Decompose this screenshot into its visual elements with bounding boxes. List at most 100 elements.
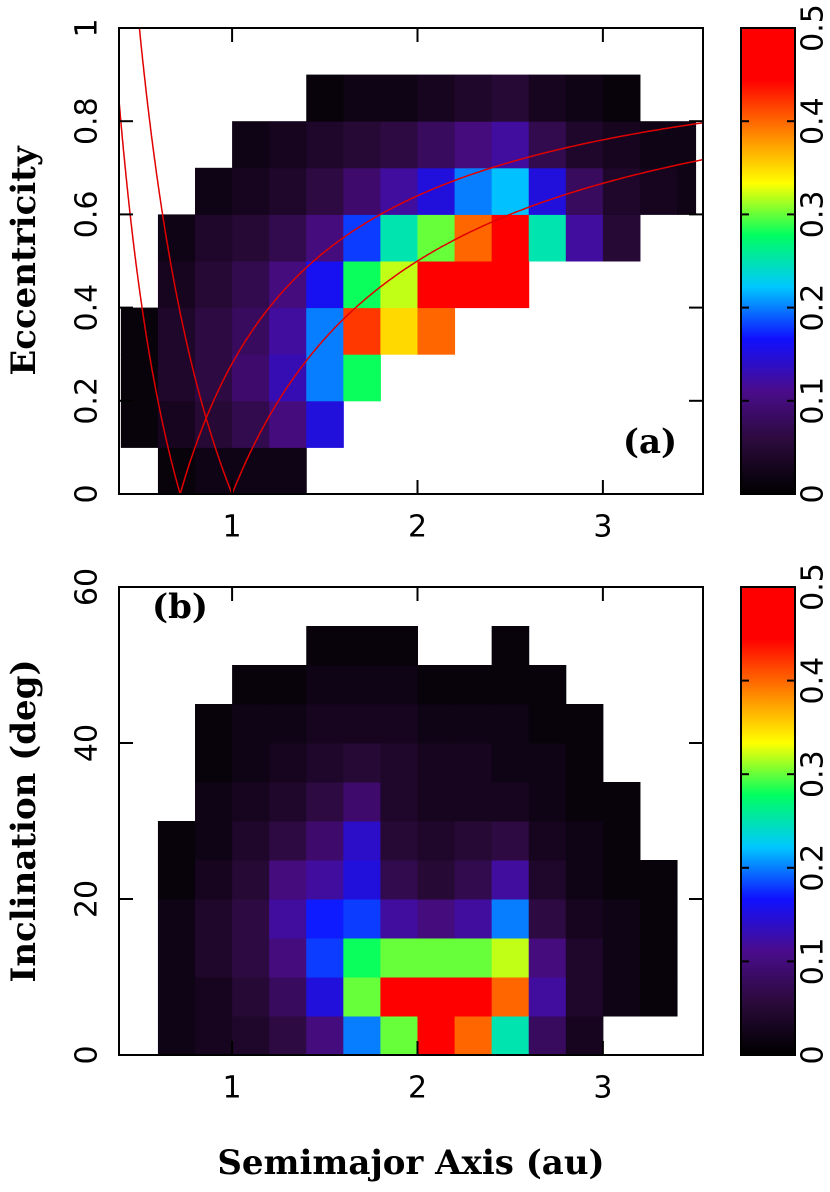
colorbar xyxy=(740,27,796,495)
y-tick-label: 0 xyxy=(70,1045,105,1064)
heatmap xyxy=(157,626,678,1055)
heatmap-cell xyxy=(157,821,196,861)
heatmap-cell xyxy=(343,938,381,978)
heatmap-cell xyxy=(380,307,418,355)
heatmap-cell xyxy=(380,977,418,1017)
orbit-curve xyxy=(179,122,703,494)
plot-frame xyxy=(118,27,704,495)
heatmap-cell xyxy=(454,167,493,215)
heatmap-cell xyxy=(195,860,233,900)
heatmap-cell xyxy=(602,977,641,1017)
heatmap-cell xyxy=(565,743,604,783)
heatmap-cell xyxy=(343,665,381,705)
y-tick-label: 60 xyxy=(70,568,105,606)
heatmap-cell xyxy=(195,704,233,744)
heatmap-cell xyxy=(380,74,418,122)
heatmap-cell xyxy=(232,782,270,822)
heatmap-cell xyxy=(602,860,641,900)
heatmap-cell xyxy=(602,121,641,169)
heatmap-cell xyxy=(306,977,344,1017)
heatmap-cell xyxy=(120,307,159,355)
heatmap-cell xyxy=(232,354,270,402)
heatmap-cell xyxy=(417,1016,456,1055)
heatmap-cell xyxy=(677,121,697,169)
heatmap-cell xyxy=(491,261,530,309)
heatmap-cell xyxy=(157,977,196,1017)
heatmap-cell xyxy=(565,74,604,122)
heatmap-cell xyxy=(565,1016,604,1055)
colorbar-tick-label: 0 xyxy=(796,1045,830,1064)
colorbar-tick-label: 0.1 xyxy=(796,377,830,425)
heatmap-cell xyxy=(602,938,641,978)
heatmap-cell xyxy=(306,167,344,215)
heatmap-cell xyxy=(269,214,307,262)
heatmap-cell xyxy=(232,121,270,169)
heatmap-cell xyxy=(380,214,418,262)
heatmap-cell xyxy=(343,743,381,783)
heatmap-cell xyxy=(528,1016,567,1055)
heatmap-cell xyxy=(195,938,233,978)
heatmap-cell xyxy=(269,1016,307,1055)
heatmap-cell xyxy=(491,938,530,978)
heatmap-cell xyxy=(639,860,678,900)
heatmap-cell xyxy=(565,938,604,978)
heatmap-cell xyxy=(269,899,307,939)
heatmap-cell xyxy=(380,665,418,705)
heatmap-cell xyxy=(157,899,196,939)
heatmap-cell xyxy=(269,167,307,215)
heatmap-cell xyxy=(343,167,381,215)
heatmap-cell xyxy=(528,821,567,861)
y-axis-label: Eccentricity xyxy=(4,145,44,376)
heatmap-cell xyxy=(417,704,456,744)
heatmap-cell xyxy=(528,743,567,783)
heatmap-cell xyxy=(417,977,456,1017)
heatmap-cell xyxy=(306,307,344,355)
heatmap-cell xyxy=(380,782,418,822)
heatmap-cell xyxy=(602,214,641,262)
heatmap-cell xyxy=(528,74,567,122)
heatmap-cell xyxy=(528,782,567,822)
heatmap-cell xyxy=(602,821,641,861)
y-tick-label: 0.6 xyxy=(70,191,105,239)
y-axis-label: Inclination (deg) xyxy=(4,659,44,982)
heatmap-cell xyxy=(417,307,456,355)
orbit-curve xyxy=(119,90,181,494)
heatmap-cell xyxy=(602,74,641,122)
heatmap-cell xyxy=(491,821,530,861)
colorbar-tick-label: 0.4 xyxy=(796,657,830,705)
heatmap-cell xyxy=(454,899,493,939)
heatmap-cell xyxy=(454,743,493,783)
heatmap-cell xyxy=(491,782,530,822)
heatmap-cell xyxy=(491,977,530,1017)
colorbar-tick-label: 0.3 xyxy=(796,750,830,798)
heatmap-cell xyxy=(195,1016,233,1055)
heatmap-cell xyxy=(269,354,307,402)
heatmap-cell xyxy=(269,665,307,705)
heatmap-cell xyxy=(417,743,456,783)
heatmap-cell xyxy=(343,354,381,402)
heatmap-cell xyxy=(232,167,270,215)
heatmap-cell xyxy=(528,121,567,169)
heatmap-cell xyxy=(195,307,233,355)
heatmap-cell xyxy=(528,938,567,978)
heatmap-cell xyxy=(343,1016,381,1055)
heatmap-cell xyxy=(454,1016,493,1055)
heatmap-cell xyxy=(491,743,530,783)
heatmap-cell xyxy=(195,821,233,861)
heatmap-cell xyxy=(343,214,381,262)
heatmap-cell xyxy=(380,626,418,666)
heatmap-cell xyxy=(306,354,344,402)
heatmap-cell xyxy=(639,167,678,215)
heatmap-cell xyxy=(454,121,493,169)
heatmap-cell xyxy=(232,261,270,309)
heatmap-cell xyxy=(639,899,678,939)
heatmap-cell xyxy=(528,977,567,1017)
heatmap-cell xyxy=(454,261,493,309)
heatmap-cell xyxy=(491,704,530,744)
x-tick-label: 2 xyxy=(408,510,427,545)
orbit-curve xyxy=(231,158,703,494)
heatmap-cell xyxy=(491,1016,530,1055)
heatmap-cell xyxy=(639,121,678,169)
heatmap-cell xyxy=(195,214,233,262)
heatmap-cell xyxy=(343,782,381,822)
